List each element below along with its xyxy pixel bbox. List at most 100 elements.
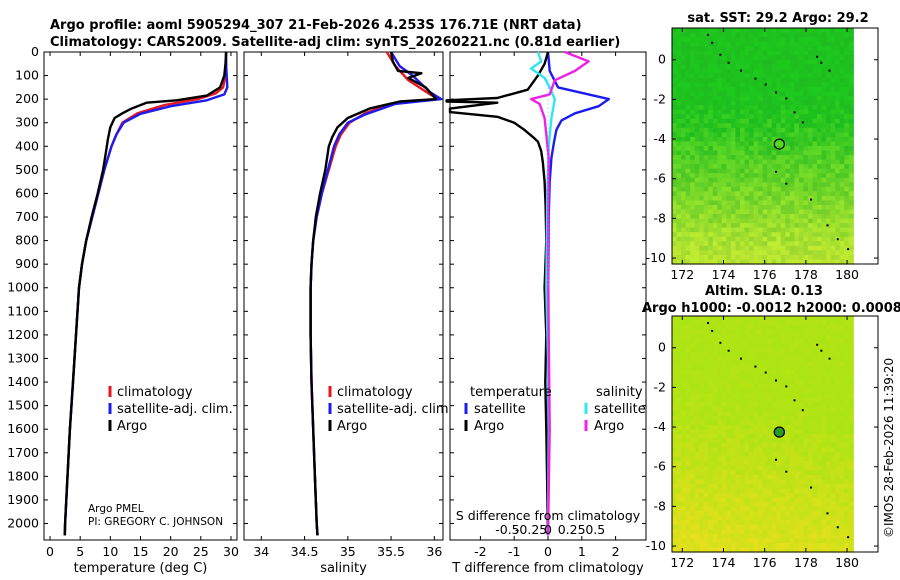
map-cell [758,141,764,147]
map-cell [821,177,827,183]
map-cell [835,177,841,183]
map-cell [817,325,823,331]
map-cell [726,127,732,133]
map-cell [848,338,854,344]
map-cell [807,245,814,251]
map-cell [835,411,841,417]
map-cell [672,91,678,97]
map-cell [726,447,732,453]
map-cell [767,164,773,170]
map-cell [762,429,768,435]
map-cell [712,406,718,412]
map-cell [685,123,691,129]
map-cell [826,64,832,70]
map-cell [681,100,687,106]
map-cell [735,320,741,326]
x-tick-label: 15 [133,544,149,559]
map-cell [844,393,850,399]
map-cell [753,254,759,261]
map-cell [776,397,782,403]
map-cell [749,334,755,340]
map-cell [789,406,795,412]
map-cell [830,109,836,115]
map-cell [708,132,714,138]
map-cell [767,465,773,471]
map-cell [835,91,841,97]
map-cell [776,223,782,229]
map-cell [794,105,800,111]
map-cell [835,488,841,494]
map-cell [803,191,809,197]
map-cell [839,415,845,421]
map-cell [826,352,832,358]
map-cell [848,100,854,106]
map-cell [835,443,841,449]
map-cell [826,474,832,480]
map-cell [798,420,805,426]
map-cell [672,411,678,417]
map-cell [821,420,827,426]
map-cell [739,542,746,549]
map-cell [744,236,750,242]
map-cell [794,100,800,106]
map-cell [817,141,823,147]
map-cell [789,87,795,93]
map-cell [794,141,800,147]
map-cell [803,254,809,261]
map-cell [694,325,700,331]
map-cell [717,356,723,362]
map-cell [812,50,818,56]
map-cell [758,168,764,174]
map-cell [717,155,723,161]
map-cell [676,82,682,88]
map-cell [848,177,854,183]
map-cell [839,483,845,490]
map-cell [721,547,727,553]
map-cell [681,415,687,421]
map-cell [744,127,750,133]
map-cell [803,456,809,462]
map-cell [830,191,836,197]
map-cell [717,227,723,233]
map-cell [721,77,727,84]
map-cell [762,173,768,179]
map-cell [844,502,850,508]
map-cell [694,200,700,206]
map-cell [699,338,705,344]
map-cell [798,506,805,512]
map-cell [803,173,809,179]
map-cell [821,64,827,70]
map-cell [835,325,841,331]
map-cell [817,479,823,485]
map-cell [721,379,727,385]
map-cell [835,209,841,215]
map-cell [708,488,714,494]
map-cell [798,227,805,233]
map-cell [803,533,809,539]
map-cell [672,406,678,412]
map-cell [672,141,678,147]
map-cell [826,511,832,517]
map-cell [753,227,759,233]
map-cell [844,411,850,417]
map-cell [780,406,786,412]
map-cell [735,479,741,485]
map-cell [703,393,709,399]
map-cell [703,470,709,476]
map-cell [817,177,823,183]
map-cell [730,511,737,517]
x-tick-label: 174 [712,267,736,282]
map-cell [826,100,832,106]
map-cell [735,73,741,79]
map-cell [681,186,687,192]
map-cell [735,259,741,265]
map-cell [830,114,836,120]
map-cell [694,209,700,215]
map-cell [794,177,800,183]
map-cell [803,384,809,390]
map-cell [798,118,805,124]
map-cell [839,59,845,65]
map-cell [735,214,741,220]
map-cell [830,227,836,233]
map-cell [744,361,750,367]
